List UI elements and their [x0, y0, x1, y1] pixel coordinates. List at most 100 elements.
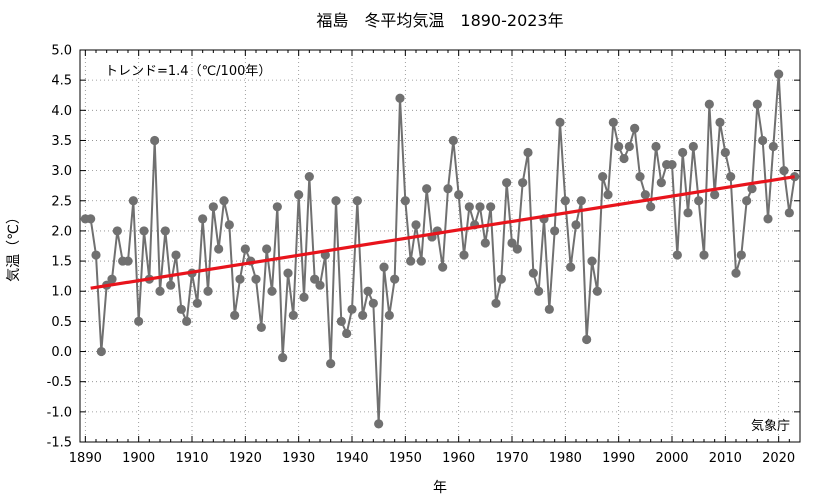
data-point — [630, 123, 640, 133]
data-point — [603, 190, 613, 200]
data-point — [592, 286, 602, 296]
x-axis-label: 年 — [433, 480, 447, 496]
data-point — [704, 99, 714, 109]
y-tick-label: 3.0 — [51, 164, 72, 179]
data-point — [656, 178, 666, 188]
data-point — [155, 286, 165, 296]
data-point — [608, 117, 618, 127]
data-point — [678, 147, 688, 158]
data-point — [731, 268, 741, 278]
data-point — [400, 196, 410, 206]
data-point — [576, 196, 586, 206]
data-point — [166, 280, 176, 290]
data-point — [742, 196, 752, 206]
x-tick-label: 1920 — [229, 451, 262, 466]
data-point — [672, 250, 682, 260]
data-point — [235, 274, 245, 284]
data-point — [528, 268, 538, 278]
data-point — [480, 238, 490, 248]
data-point — [363, 286, 373, 296]
data-point — [224, 220, 234, 230]
y-axis-ticks: 5.0 4.5 4.0 3.5 3.0 2.5 2.0 1.5 1.0 0.5 0.0 -0.5 -1.… — [47, 44, 800, 451]
source-label: 気象庁 — [751, 418, 790, 434]
data-point — [203, 286, 213, 296]
data-point — [502, 178, 512, 188]
data-point — [720, 147, 730, 158]
grid-lines — [80, 50, 800, 442]
data-point — [336, 316, 346, 326]
data-point — [614, 141, 624, 152]
data-point — [230, 310, 240, 320]
data-point — [758, 135, 768, 146]
data-point — [251, 274, 261, 284]
trend-line — [90, 175, 795, 290]
y-tick-label: 2.0 — [51, 224, 72, 239]
data-point — [267, 286, 277, 296]
data-point — [123, 256, 133, 266]
data-point — [571, 220, 581, 230]
data-point — [651, 141, 661, 152]
data-point — [288, 310, 298, 320]
data-point — [272, 202, 282, 212]
data-point — [667, 159, 677, 170]
data-point — [150, 135, 160, 146]
data-point — [459, 250, 469, 260]
data-point — [448, 135, 458, 146]
data-point — [736, 250, 746, 260]
data-point — [86, 214, 96, 224]
data-point — [171, 250, 181, 260]
data-point — [710, 190, 720, 200]
data-point — [486, 202, 496, 212]
data-point — [91, 250, 101, 260]
data-point — [694, 196, 704, 206]
y-tick-label: 1.0 — [51, 285, 72, 300]
y-tick-label: 2.5 — [51, 194, 72, 209]
data-point — [752, 99, 762, 109]
data-point — [587, 256, 597, 266]
data-point — [635, 172, 645, 182]
data-point — [534, 286, 544, 296]
data-point — [416, 256, 426, 266]
data-point — [160, 226, 170, 236]
y-tick-label: -1.5 — [47, 436, 72, 451]
data-point — [763, 214, 773, 224]
plot-frame — [79, 49, 801, 443]
x-tick-label: 1990 — [602, 451, 635, 466]
y-tick-label: 4.5 — [51, 74, 72, 89]
data-point — [299, 292, 309, 302]
data-point — [715, 117, 725, 127]
y-tick-label: 5.0 — [51, 44, 72, 59]
x-tick-label: 1940 — [335, 451, 368, 466]
data-point — [646, 202, 656, 212]
data-point — [464, 202, 474, 212]
data-point — [256, 322, 266, 333]
y-tick-label: 3.5 — [51, 134, 72, 149]
data-point — [496, 274, 506, 284]
x-tick-label: 1960 — [442, 451, 475, 466]
series-line — [85, 74, 796, 424]
data-point — [368, 298, 378, 308]
data-point — [96, 346, 106, 357]
data-point — [134, 316, 144, 326]
trend-label: トレンド=1.4（℃/100年） — [105, 64, 271, 79]
data-point — [779, 166, 789, 176]
data-point — [422, 184, 432, 194]
y-tick-label: -0.5 — [47, 375, 72, 390]
data-point — [518, 178, 528, 188]
data-point — [454, 190, 464, 200]
data-point — [192, 298, 202, 308]
trend-layer — [90, 175, 795, 290]
y-tick-label: 0.0 — [51, 345, 72, 360]
data-point — [475, 202, 485, 212]
data-point — [582, 334, 592, 345]
data-point — [555, 117, 565, 127]
x-tick-label: 2000 — [655, 451, 688, 466]
x-tick-label: 1950 — [389, 451, 422, 466]
data-point — [347, 304, 357, 314]
data-point — [379, 262, 389, 272]
data-point — [619, 153, 629, 164]
data-point — [411, 220, 421, 230]
data-point — [683, 208, 693, 218]
data-point — [443, 184, 453, 194]
